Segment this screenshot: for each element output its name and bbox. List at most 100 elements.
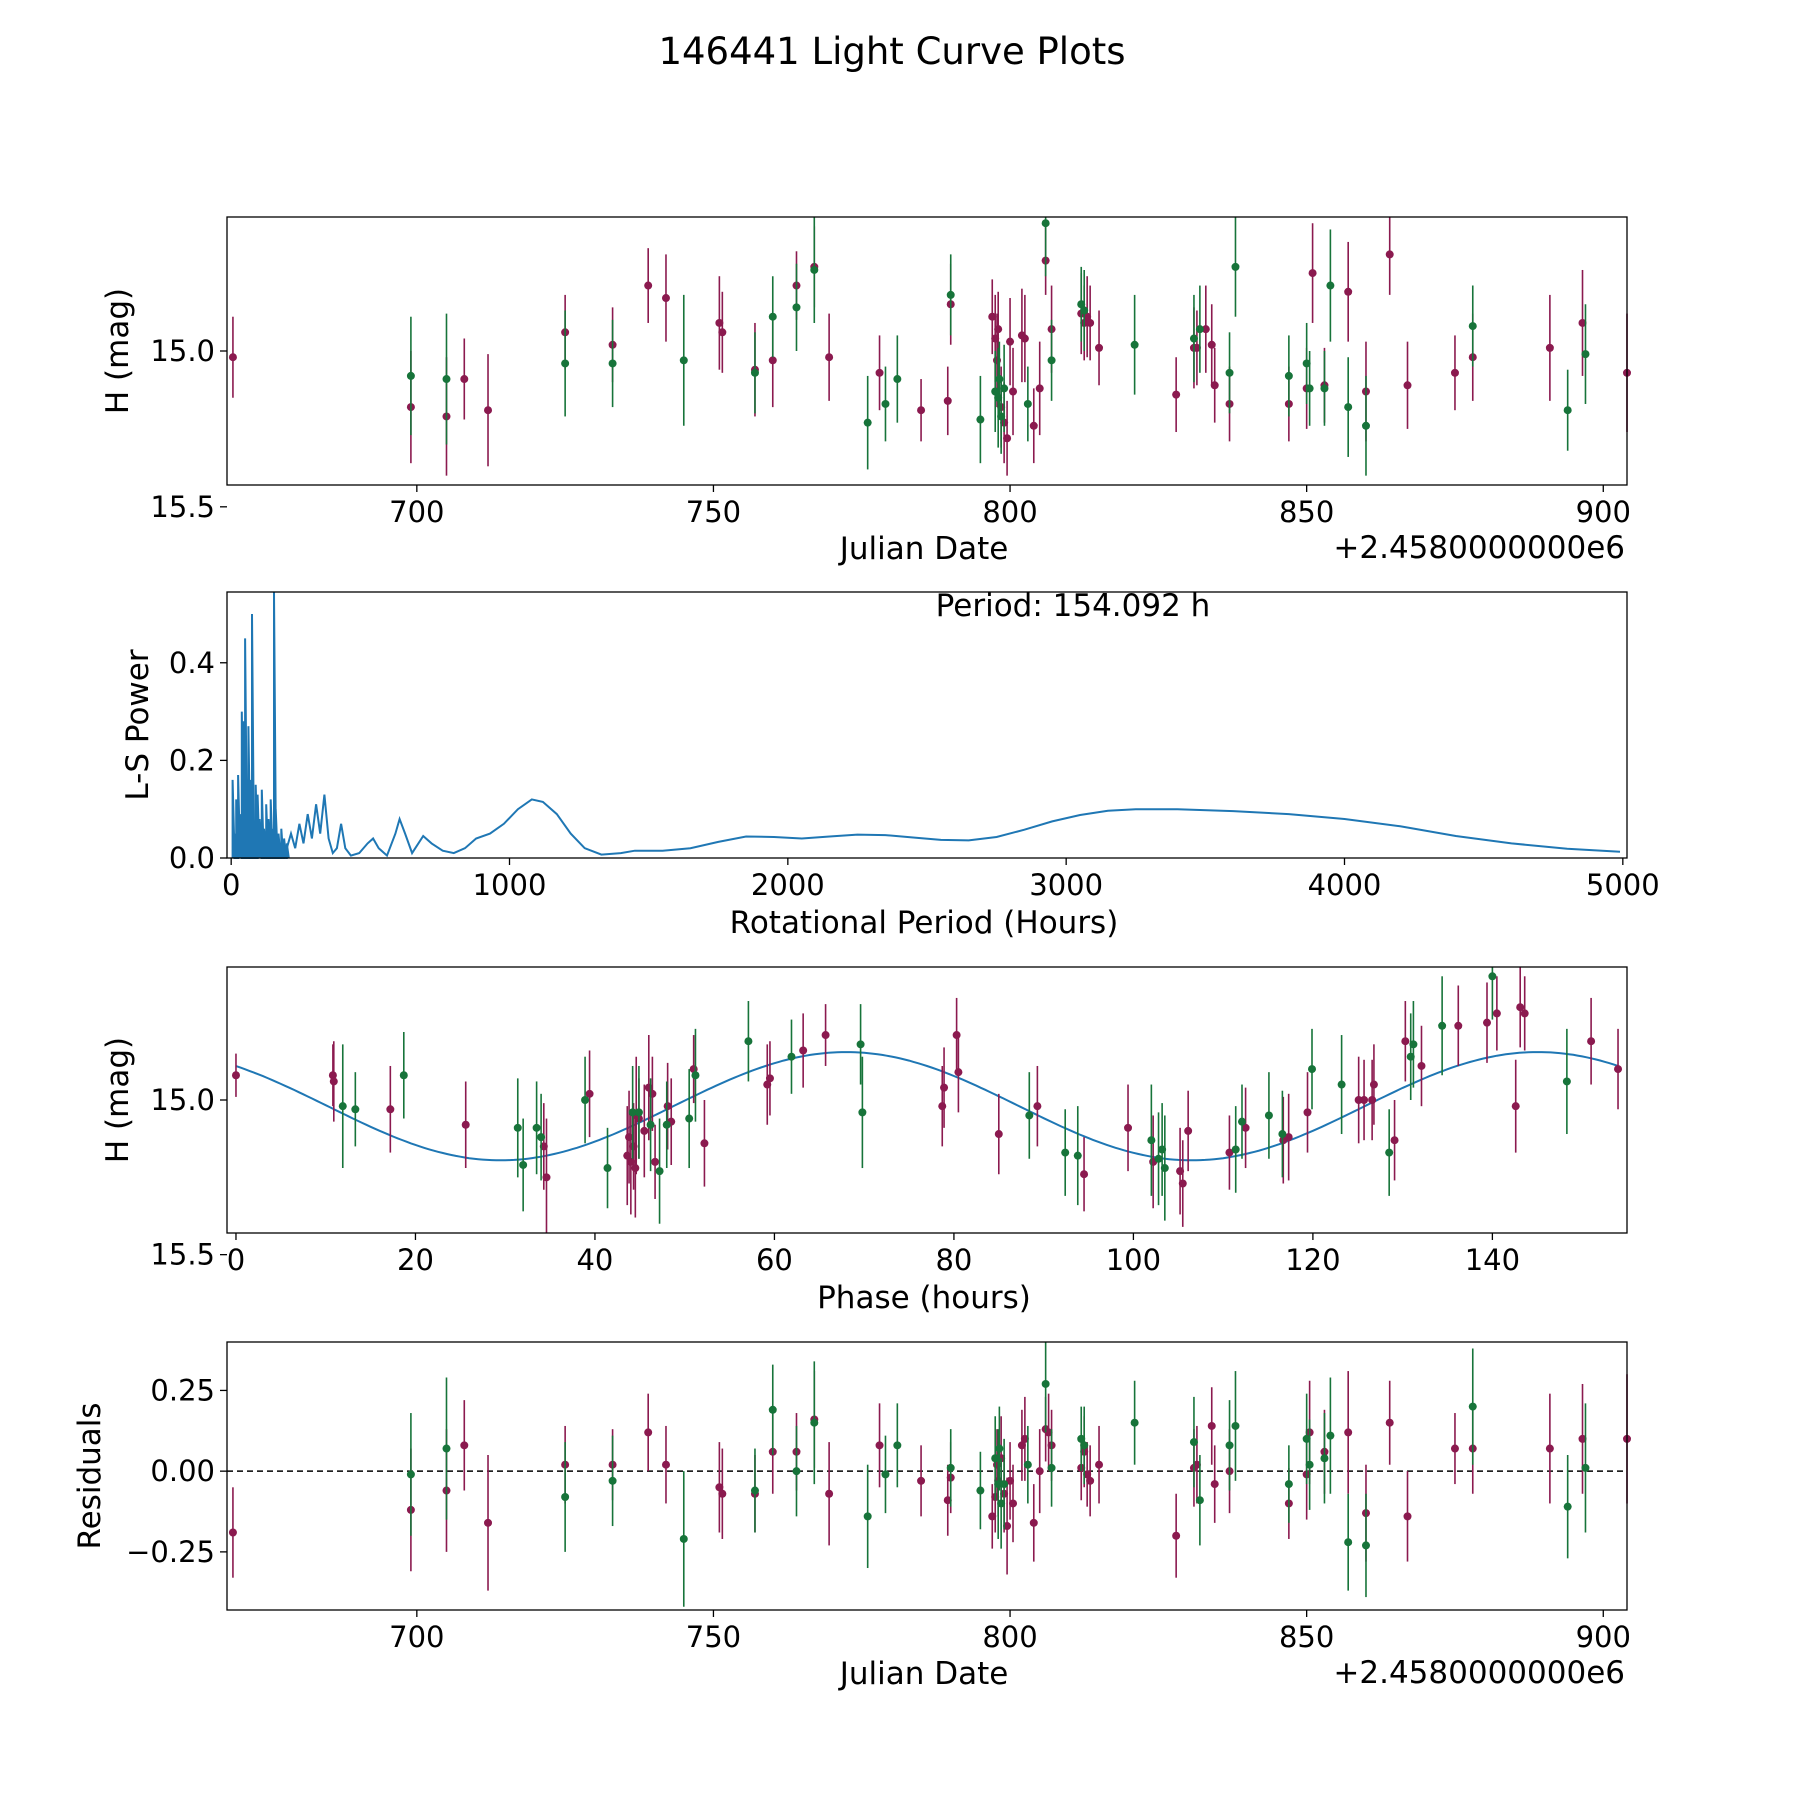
residuals-offset-text: +2.4580000000e6 — [1333, 1655, 1625, 1691]
phased-marker — [1369, 1080, 1378, 1089]
residuals-data-point — [460, 1400, 469, 1491]
lightcurve-x-tick-label: 750 — [686, 495, 741, 529]
lightcurve-marker — [1095, 343, 1104, 352]
residuals-data-point — [997, 1458, 1006, 1549]
residuals-x-tick-label: 800 — [982, 1620, 1037, 1654]
residuals-data-point — [1083, 1442, 1092, 1507]
phased-data-point — [940, 1047, 949, 1128]
residuals-marker — [943, 1496, 952, 1505]
phased-data-point — [744, 1001, 753, 1082]
residuals-marker — [750, 1486, 759, 1495]
phased-marker — [532, 1123, 541, 1132]
phased-marker — [691, 1071, 700, 1080]
lightcurve-marker — [1545, 343, 1554, 352]
phased-data-point — [603, 1127, 612, 1209]
lightcurve-data-point — [1172, 357, 1181, 433]
lightcurve-data-point — [1192, 310, 1201, 386]
lightcurve-data-point — [1468, 285, 1477, 367]
residuals-marker — [1044, 1428, 1053, 1437]
phased-marker — [648, 1089, 657, 1098]
phased-marker — [1238, 1117, 1246, 1126]
lightcurve-y-tick-label: 15.0 — [150, 334, 215, 368]
residuals-marker — [561, 1492, 570, 1501]
phased-data-point — [1454, 985, 1463, 1066]
phased-marker — [1160, 1164, 1169, 1173]
lightcurve-data-point — [1095, 310, 1104, 386]
lightcurve-marker — [1403, 381, 1412, 390]
residuals-data-point — [825, 1442, 834, 1546]
residuals-data-point — [995, 1406, 1004, 1491]
lightcurve-data-point — [1003, 400, 1012, 476]
residuals-marker — [1403, 1512, 1412, 1521]
lightcurve-marker — [1305, 384, 1314, 393]
lightcurve-marker — [1023, 399, 1032, 408]
lightcurve-marker — [875, 368, 884, 377]
residuals-data-point — [1172, 1493, 1181, 1578]
lightcurve-data-point — [561, 310, 570, 417]
residuals-marker — [1077, 1434, 1086, 1443]
lightcurve-marker — [1326, 281, 1335, 290]
lightcurve-marker — [917, 406, 926, 415]
phased-marker — [603, 1164, 612, 1173]
phased-data-point — [532, 1081, 541, 1175]
lightcurve-marker — [1009, 387, 1018, 396]
phased-x-tick-label: 80 — [935, 1243, 972, 1277]
lightcurve-marker — [792, 303, 801, 312]
residuals-axes-frame — [226, 1341, 1628, 1611]
phased-data-point — [1562, 1028, 1571, 1135]
residuals-marker — [893, 1441, 902, 1450]
phased-data-point — [1073, 1106, 1082, 1206]
lightcurve-data-point — [1284, 335, 1293, 417]
lightcurve-marker — [1130, 340, 1139, 349]
residuals-data-point — [1581, 1403, 1590, 1533]
residuals-data-point — [1468, 1348, 1477, 1465]
lightcurve-marker — [1450, 368, 1459, 377]
phased-data-point — [1520, 976, 1529, 1051]
lightcurve-data-point — [1000, 344, 1009, 433]
phased-marker — [1390, 1136, 1399, 1145]
lightcurve-marker — [1041, 219, 1050, 228]
phased-marker — [1409, 1040, 1418, 1049]
residuals-marker — [768, 1405, 777, 1414]
lightcurve-marker — [1578, 318, 1587, 327]
phased-data-point — [1488, 967, 1497, 1020]
lightcurve-marker — [991, 387, 1000, 396]
residuals-data-point — [1077, 1406, 1086, 1472]
residuals-marker — [1210, 1480, 1219, 1489]
residuals-data-point — [1044, 1393, 1053, 1472]
lightcurve-data-point — [1189, 294, 1198, 383]
residuals-marker — [1302, 1434, 1311, 1443]
residuals-y-tick-label: 0.00 — [150, 1454, 215, 1488]
phased-x-tick-label: 20 — [397, 1243, 434, 1277]
phased-data-point — [938, 1065, 947, 1147]
residuals-marker — [1047, 1463, 1056, 1472]
residuals-marker — [1035, 1467, 1044, 1476]
phased-marker — [1454, 1021, 1463, 1030]
phased-data-point — [519, 1118, 528, 1212]
residuals-marker — [1563, 1502, 1572, 1511]
residuals-data-point — [1029, 1484, 1038, 1562]
residuals-x-tick-label: 900 — [1576, 1620, 1631, 1654]
lightcurve-marker — [995, 375, 1004, 384]
lightcurve-marker — [679, 356, 688, 365]
lightcurve-marker — [893, 375, 902, 384]
lightcurve-data-point — [1225, 332, 1234, 414]
residuals-marker — [1083, 1470, 1092, 1479]
phased-data-point — [328, 1044, 337, 1107]
residuals-data-point — [1189, 1396, 1198, 1488]
phased-data-point — [1360, 1059, 1369, 1141]
lightcurve-marker — [810, 265, 819, 274]
lightcurve-marker — [1047, 356, 1056, 365]
residuals-data-point — [1192, 1425, 1201, 1504]
lightcurve-data-point — [1006, 298, 1015, 386]
lightcurve-marker — [863, 418, 872, 427]
periodogram-y-tick-label: 0.0 — [169, 841, 215, 875]
residuals-x-tick-label: 700 — [389, 1620, 444, 1654]
residuals-marker — [1231, 1421, 1240, 1430]
lightcurve-marker — [997, 412, 1006, 421]
phased-data-point — [1241, 1087, 1250, 1169]
lightcurve-marker — [1563, 406, 1572, 415]
lightcurve-marker — [1308, 269, 1317, 278]
phased-marker — [952, 1031, 961, 1040]
lightcurve-marker — [1385, 250, 1394, 259]
